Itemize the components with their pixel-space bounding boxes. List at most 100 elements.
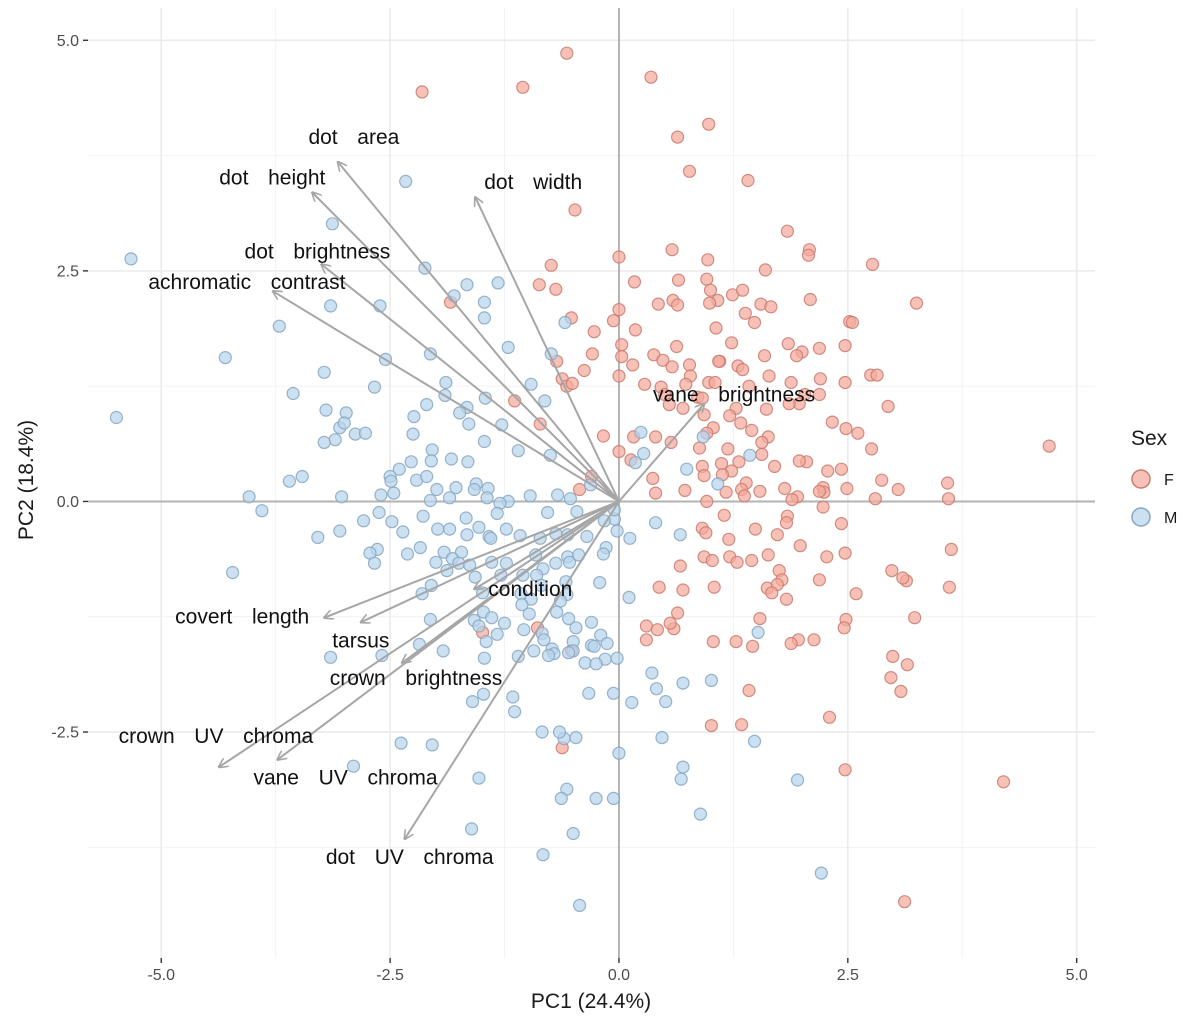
point-m — [506, 690, 520, 704]
point-m — [424, 454, 438, 468]
point-f — [651, 297, 665, 311]
point-f — [781, 337, 795, 351]
point-f — [885, 563, 899, 578]
loading-arrow — [475, 197, 620, 502]
point-f — [825, 415, 839, 429]
point-f — [759, 402, 774, 416]
point-f — [753, 484, 767, 498]
arrow-label: dot brightness — [245, 240, 391, 263]
point-m — [534, 578, 548, 593]
point-f — [730, 555, 744, 569]
point-f — [662, 398, 676, 412]
point-m — [420, 398, 434, 412]
point-m — [226, 565, 240, 580]
point-m — [676, 760, 690, 774]
point-m — [477, 651, 491, 665]
point-m — [536, 848, 550, 862]
point-f — [838, 763, 852, 777]
point-m — [497, 616, 512, 630]
point-f — [708, 375, 722, 390]
point-m — [554, 791, 568, 806]
point-m — [423, 493, 437, 508]
point-f — [692, 441, 707, 455]
point-m — [449, 481, 463, 495]
point-m — [367, 556, 382, 570]
x-axis-title: PC1 (24.4%) — [531, 990, 651, 1013]
y-axis-title: PC2 (18.4%) — [15, 420, 38, 540]
point-f — [697, 408, 711, 422]
point-m — [443, 522, 457, 536]
point-f — [839, 422, 853, 436]
point-m — [255, 504, 269, 518]
point-m — [637, 446, 651, 461]
point-f — [670, 298, 685, 312]
point-f — [900, 658, 914, 672]
point-f — [702, 296, 717, 310]
point-f — [875, 473, 889, 487]
point-f — [745, 639, 760, 653]
point-f — [816, 500, 830, 514]
point-m — [578, 656, 592, 670]
point-m — [562, 555, 577, 569]
point-m — [582, 686, 596, 700]
point-f — [897, 895, 912, 909]
point-m — [385, 515, 399, 529]
point-m — [317, 435, 331, 449]
point-f — [782, 397, 796, 411]
point-m — [550, 488, 565, 502]
point-f — [761, 548, 775, 562]
loading-arrow — [219, 500, 620, 767]
point-m — [589, 791, 603, 806]
point-m — [507, 705, 522, 719]
point-f — [644, 70, 658, 84]
point-f — [741, 173, 755, 188]
point-f — [568, 203, 582, 217]
point-m — [462, 417, 476, 431]
point-m — [596, 547, 611, 561]
point-m — [396, 525, 410, 539]
point-m — [535, 725, 549, 739]
point-m — [499, 522, 513, 536]
arrow-label: crown UV chroma — [119, 725, 314, 748]
point-f — [765, 586, 779, 600]
point-f — [894, 684, 908, 699]
point-m — [109, 410, 124, 425]
point-m — [485, 611, 499, 625]
point-f — [652, 580, 666, 594]
loading-labels: dot area dot height dot width dot brightnes… — [119, 126, 816, 869]
point-m — [479, 634, 493, 649]
point-f — [712, 354, 726, 368]
point-f — [840, 481, 854, 496]
point-f — [682, 358, 697, 372]
point-m — [286, 386, 300, 401]
point-f — [789, 349, 804, 363]
loading-arrow — [474, 500, 620, 589]
point-m — [501, 340, 515, 354]
y-tick-label: -2.5 — [51, 725, 79, 742]
y-tick-label: 2.5 — [57, 263, 79, 280]
point-m — [242, 490, 256, 504]
point-f — [735, 363, 750, 377]
point-m — [333, 524, 347, 538]
arrow-label: covert length — [175, 606, 309, 629]
point-f — [764, 300, 778, 314]
point-m — [431, 522, 445, 536]
point-f — [755, 435, 769, 449]
point-f — [820, 550, 834, 564]
point-m — [420, 469, 434, 484]
point-m — [416, 509, 430, 523]
point-f — [724, 336, 739, 350]
point-f — [757, 349, 772, 363]
arrow-label: dot height — [219, 167, 325, 190]
point-m — [541, 648, 556, 663]
legend-label-m: M — [1164, 510, 1177, 527]
point-f — [723, 409, 737, 423]
point-f — [665, 360, 679, 374]
point-f — [812, 573, 827, 587]
arrow-label: dot UV chroma — [326, 846, 494, 869]
point-m — [346, 759, 361, 773]
point-m — [572, 898, 587, 913]
point-m — [606, 686, 621, 700]
legend-entries: FM — [1131, 469, 1177, 527]
point-m — [429, 555, 443, 569]
